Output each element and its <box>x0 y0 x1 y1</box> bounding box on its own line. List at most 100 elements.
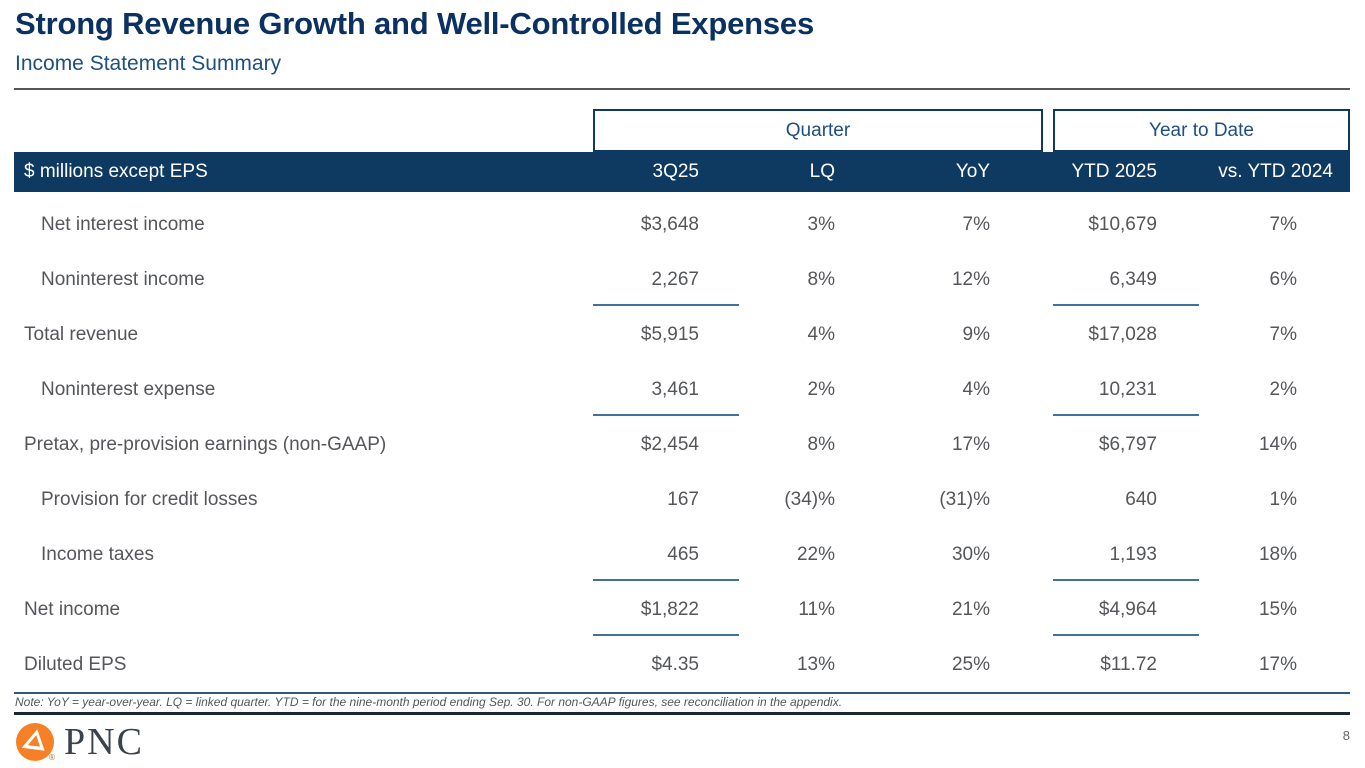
accounting-underline <box>593 634 739 636</box>
row-value-cell: (31)% <box>896 472 1053 527</box>
group-header-ytd-label: Year to Date <box>1149 119 1254 141</box>
row-value-text: $11.72 <box>1100 653 1157 675</box>
row-label: Net interest income <box>14 197 593 252</box>
table-row: Net income $1,822 11% 21% $4,964 15% <box>14 582 1350 637</box>
table-row: Pretax, pre-provision earnings (non-GAAP… <box>14 417 1350 472</box>
row-value-text: (34)% <box>784 488 835 510</box>
note-divider-bottom <box>14 712 1350 715</box>
row-value-text: 2% <box>807 378 835 400</box>
group-header-quarter: Quarter <box>593 109 1043 152</box>
page-number: 8 <box>1342 728 1350 743</box>
row-value-text: $5,915 <box>640 323 699 345</box>
row-value-text: 7% <box>1269 323 1297 345</box>
row-value-cell: $6,797 <box>1053 417 1199 472</box>
note-divider-top <box>14 692 1350 694</box>
column-header-text: 3Q25 <box>652 161 699 182</box>
table-row: Noninterest expense 3,461 2% 4% 10,231 2% <box>14 362 1350 417</box>
accounting-underline <box>593 579 739 581</box>
income-statement-table-body: Net interest income $3,648 3% 7% $10,679 7% No… <box>14 197 1350 692</box>
row-value-cell: 15% <box>1199 582 1350 637</box>
units-label: $ millions except EPS <box>24 161 208 182</box>
row-value-cell: $5,915 <box>593 307 739 362</box>
row-label: Net income <box>14 582 593 637</box>
row-value-text: $2,454 <box>640 433 699 455</box>
row-value-cell: 14% <box>1199 417 1350 472</box>
row-value-cell: 7% <box>1199 307 1350 362</box>
row-value-text: 6,349 <box>1109 268 1157 290</box>
column-header-ytd-2025: YTD 2025 <box>1053 152 1199 192</box>
row-value-text: 4% <box>807 323 835 345</box>
row-value-text: 15% <box>1258 598 1297 620</box>
row-value-text: 18% <box>1258 543 1297 565</box>
row-value-text: $4,964 <box>1098 598 1157 620</box>
accounting-underline <box>1053 304 1199 306</box>
row-label-text: Total revenue <box>24 323 139 345</box>
row-value-text: $4.35 <box>651 653 699 675</box>
slide-title: Strong Revenue Growth and Well-Controlle… <box>15 6 814 41</box>
row-value-cell: 6,349 <box>1053 252 1199 307</box>
row-value-text: $6,797 <box>1098 433 1157 455</box>
row-label: Provision for credit losses <box>14 472 593 527</box>
accounting-underline <box>593 304 739 306</box>
row-value-cell: 640 <box>1053 472 1199 527</box>
table-row: Provision for credit losses 167 (34)% (31)%… <box>14 472 1350 527</box>
row-value-cell: 167 <box>593 472 739 527</box>
row-value-cell: 3% <box>739 197 896 252</box>
group-header-quarter-label: Quarter <box>785 119 851 141</box>
row-label-text: Net income <box>24 598 121 620</box>
pnc-logo: ® PNC <box>15 721 144 763</box>
row-value-text: 14% <box>1258 433 1297 455</box>
row-value-cell: 4% <box>896 362 1053 417</box>
row-value-cell: $10,679 <box>1053 197 1199 252</box>
row-value-text: 1,193 <box>1109 543 1157 565</box>
row-value-text: 640 <box>1125 488 1157 510</box>
row-value-cell: $17,028 <box>1053 307 1199 362</box>
column-header-lq: LQ <box>739 152 896 192</box>
row-label: Income taxes <box>14 527 593 582</box>
row-value-text: 4% <box>962 378 990 400</box>
accounting-underline <box>1053 414 1199 416</box>
accounting-underline <box>1053 579 1199 581</box>
row-value-text: $3,648 <box>640 213 699 235</box>
row-value-cell: 1,193 <box>1053 527 1199 582</box>
row-value-text: 1% <box>1269 488 1297 510</box>
table-row: Total revenue $5,915 4% 9% $17,028 7% <box>14 307 1350 362</box>
row-label-text: Diluted EPS <box>24 653 127 675</box>
row-value-cell: 2,267 <box>593 252 739 307</box>
pnc-logo-icon <box>16 723 54 761</box>
row-value-text: (31)% <box>939 488 990 510</box>
table-row: Noninterest income 2,267 8% 12% 6,349 6% <box>14 252 1350 307</box>
row-value-text: 7% <box>962 213 990 235</box>
row-value-text: 2,267 <box>651 268 699 290</box>
title-divider <box>14 88 1350 90</box>
row-value-cell: 25% <box>896 637 1053 692</box>
row-value-text: 3% <box>807 213 835 235</box>
row-value-cell: 18% <box>1199 527 1350 582</box>
row-value-text: 17% <box>1258 653 1297 675</box>
row-value-text: 30% <box>951 543 990 565</box>
column-header-text: LQ <box>809 161 835 182</box>
row-value-cell: 22% <box>739 527 896 582</box>
footnote: Note: YoY = year-over-year. LQ = linked … <box>15 695 843 709</box>
row-value-text: 11% <box>798 598 835 620</box>
registered-trademark-symbol: ® <box>49 753 55 762</box>
row-label-text: Pretax, pre-provision earnings (non-GAAP… <box>24 433 387 455</box>
row-value-cell: $3,648 <box>593 197 739 252</box>
row-value-cell: 13% <box>739 637 896 692</box>
table-header-units: $ millions except EPS <box>14 152 593 192</box>
column-header-vs-ytd-2024: vs. YTD 2024 <box>1199 152 1350 192</box>
row-value-cell: 8% <box>739 417 896 472</box>
row-label: Noninterest expense <box>14 362 593 417</box>
accounting-underline <box>593 414 739 416</box>
row-value-cell: 4% <box>739 307 896 362</box>
row-label: Pretax, pre-provision earnings (non-GAAP… <box>14 417 593 472</box>
row-value-text: 8% <box>807 268 835 290</box>
table-row: Net interest income $3,648 3% 7% $10,679 7% <box>14 197 1350 252</box>
row-value-cell: 7% <box>896 197 1053 252</box>
row-value-cell: $11.72 <box>1053 637 1199 692</box>
row-value-text: $1,822 <box>640 598 699 620</box>
row-value-cell: 9% <box>896 307 1053 362</box>
row-value-cell: 17% <box>896 417 1053 472</box>
row-value-cell: 21% <box>896 582 1053 637</box>
